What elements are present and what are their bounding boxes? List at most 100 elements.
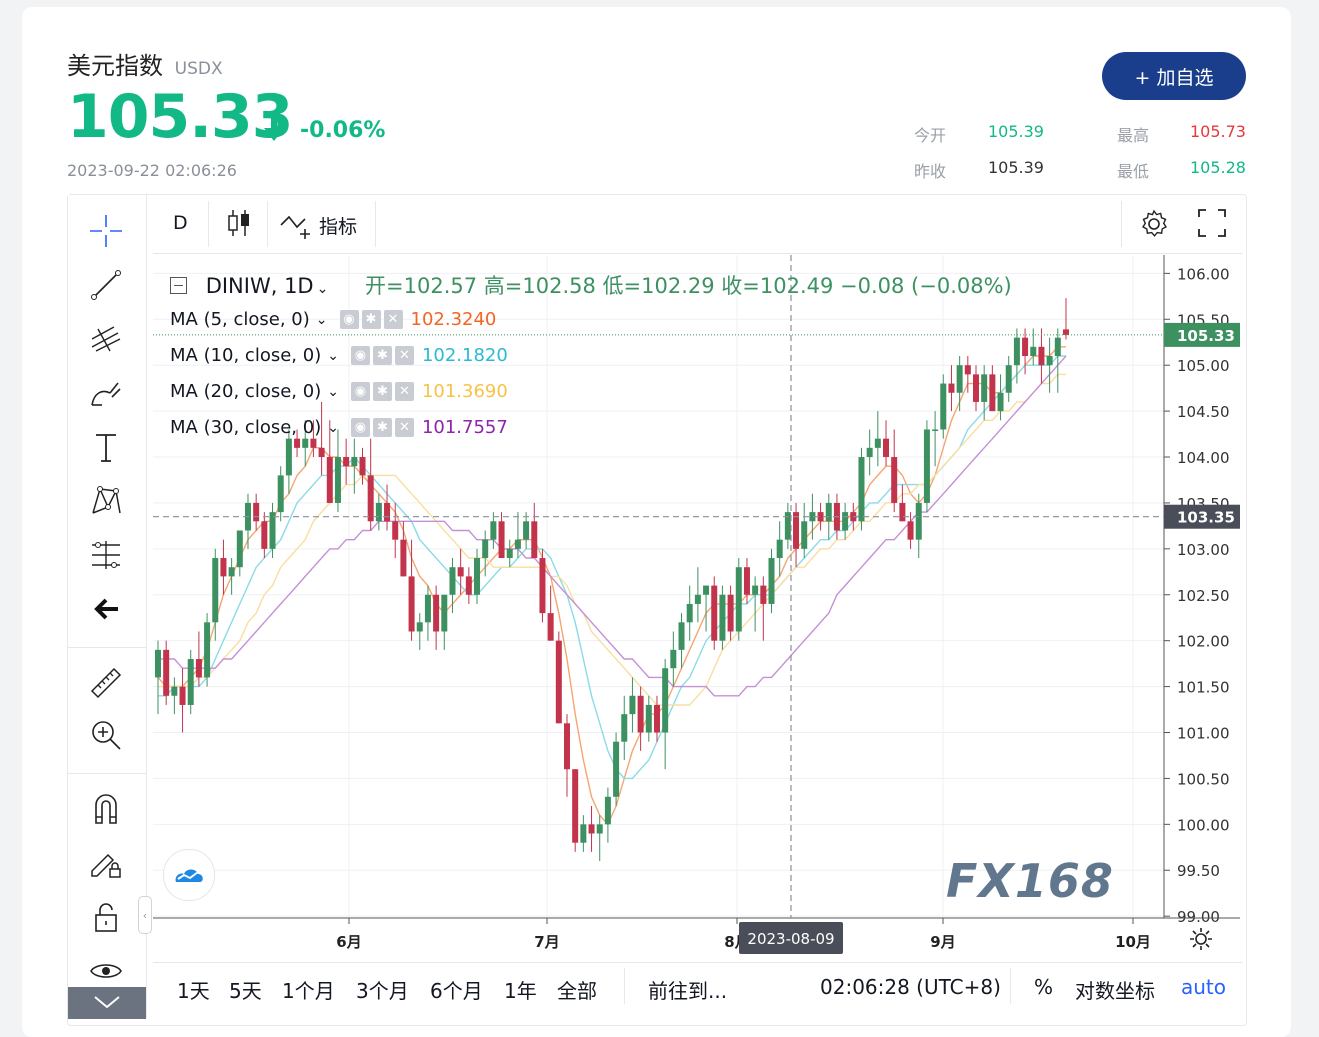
candle-body[interactable] [294, 438, 301, 448]
candle-body[interactable] [277, 475, 284, 513]
candle-body[interactable] [866, 447, 873, 458]
brush-icon[interactable] [86, 373, 126, 413]
candle-body[interactable] [163, 649, 170, 696]
candle-body[interactable] [621, 714, 628, 742]
cloud-logo-icon[interactable] [163, 849, 215, 901]
candle-body[interactable] [384, 502, 391, 522]
crosshair-icon[interactable] [86, 211, 126, 251]
indicators-button[interactable]: 指标 [279, 211, 357, 239]
settings-gear-icon[interactable] [1138, 208, 1170, 244]
candle-body[interactable] [613, 741, 620, 797]
candle-body[interactable] [269, 512, 276, 549]
range-1y[interactable]: 1年 [504, 979, 537, 1003]
goto-date-button[interactable]: 前往到... [648, 979, 728, 1003]
candle-body[interactable] [907, 521, 914, 540]
percent-scale-toggle[interactable]: % [1034, 975, 1054, 999]
ma-label[interactable]: MA (30, close, 0) [170, 417, 322, 438]
candle-body[interactable] [334, 457, 341, 503]
time-axis-settings-icon[interactable] [1188, 926, 1214, 956]
candle-body[interactable] [408, 576, 415, 632]
candle-body[interactable] [539, 558, 546, 614]
candle-body[interactable] [253, 502, 260, 522]
ma-label[interactable]: MA (5, close, 0) [170, 309, 310, 330]
candle-body[interactable] [653, 704, 660, 733]
candle-body[interactable] [441, 594, 448, 632]
candle-body[interactable] [793, 512, 800, 549]
gear-icon[interactable]: ✱ [372, 418, 392, 437]
candle-body[interactable] [1046, 356, 1053, 366]
candle-body[interactable] [743, 567, 750, 595]
pitchfork-icon[interactable] [86, 319, 126, 359]
ma-label[interactable]: MA (20, close, 0) [170, 381, 322, 402]
candle-body[interactable] [1013, 337, 1020, 366]
candle-body[interactable] [719, 594, 726, 641]
candle-body[interactable] [956, 365, 963, 393]
candle-body[interactable] [555, 640, 562, 724]
candle-body[interactable] [735, 567, 742, 632]
candle-body[interactable] [1054, 337, 1061, 357]
candle-body[interactable] [703, 585, 710, 595]
candle-body[interactable] [637, 695, 644, 733]
candle-body[interactable] [825, 502, 832, 522]
candle-body[interactable] [498, 521, 505, 559]
lock-drawing-icon[interactable] [86, 843, 126, 883]
candle-body[interactable] [220, 558, 227, 577]
close-icon[interactable]: ✕ [394, 346, 414, 365]
candle-type-icon[interactable] [226, 208, 252, 242]
eye-icon[interactable]: ◉ [350, 418, 370, 437]
ruler-icon[interactable] [86, 663, 126, 703]
zoom-in-icon[interactable] [86, 715, 126, 755]
candle-body[interactable] [727, 594, 734, 632]
toolbar-collapse-button[interactable] [68, 987, 146, 1019]
candle-body[interactable] [171, 686, 178, 696]
chevron-down-icon[interactable]: ⌄ [327, 419, 339, 436]
candle-body[interactable] [1022, 337, 1029, 357]
range-1m[interactable]: 1个月 [282, 979, 335, 1003]
candle-body[interactable] [392, 521, 399, 540]
candle-body[interactable] [694, 594, 701, 604]
range-all[interactable]: 全部 [557, 979, 597, 1003]
text-tool-icon[interactable] [86, 427, 126, 467]
candle-body[interactable] [465, 576, 472, 595]
candle-body[interactable] [416, 622, 423, 632]
candle-body[interactable] [752, 585, 759, 595]
candle-body[interactable] [359, 457, 366, 476]
candle-body[interactable] [523, 521, 530, 540]
gear-icon[interactable]: ✱ [372, 346, 392, 365]
candle-body[interactable] [817, 512, 824, 522]
candle-body[interactable] [187, 659, 194, 705]
interval-button[interactable]: D [173, 212, 188, 234]
candle-body[interactable] [400, 539, 407, 577]
candle-body[interactable] [514, 539, 521, 549]
candle-body[interactable] [899, 502, 906, 522]
candle-body[interactable] [883, 438, 890, 458]
chevron-down-icon[interactable]: ⌄ [316, 281, 329, 297]
candle-body[interactable] [670, 649, 677, 669]
pattern-icon[interactable] [86, 481, 126, 521]
candle-body[interactable] [572, 769, 579, 843]
candle-body[interactable] [580, 824, 587, 843]
candle-body[interactable] [973, 374, 979, 402]
candle-body[interactable] [948, 383, 955, 393]
candle-body[interactable] [858, 457, 865, 522]
range-5d[interactable]: 5天 [229, 979, 262, 1003]
candle-body[interactable] [1062, 329, 1069, 335]
close-icon[interactable]: ✕ [394, 382, 414, 401]
candle-body[interactable] [375, 502, 382, 522]
candle-body[interactable] [1038, 346, 1045, 366]
candle-body[interactable] [588, 824, 595, 834]
range-6m[interactable]: 6个月 [430, 979, 483, 1003]
candle-body[interactable] [801, 521, 808, 549]
candle-body[interactable] [1030, 346, 1037, 357]
eye-icon[interactable]: ◉ [350, 346, 370, 365]
chevron-down-icon[interactable]: ⌄ [315, 311, 328, 328]
chevron-down-icon[interactable]: ⌄ [327, 347, 339, 364]
candle-body[interactable] [351, 457, 358, 467]
candle-body[interactable] [768, 558, 775, 604]
candle-body[interactable] [940, 383, 947, 430]
range-1d[interactable]: 1天 [177, 979, 210, 1003]
candle-body[interactable] [302, 438, 309, 448]
candle-body[interactable] [531, 521, 538, 559]
legend-symbol[interactable]: DINIW, 1D [205, 274, 314, 298]
